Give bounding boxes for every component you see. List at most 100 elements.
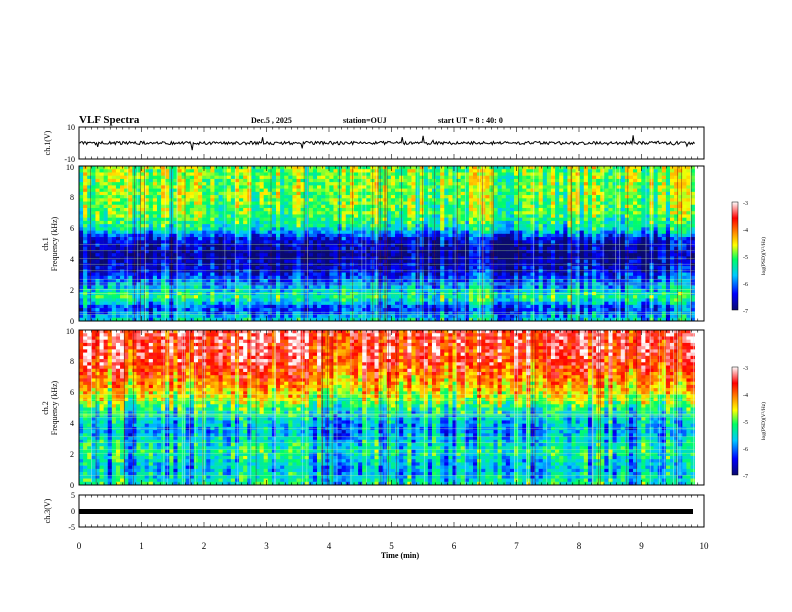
ch1-spec-cell bbox=[403, 185, 408, 189]
ch1-spec-cell bbox=[444, 266, 449, 270]
ch1-spec-cell bbox=[353, 259, 359, 264]
ch1-spec-cell bbox=[407, 182, 412, 186]
ch1-spec-cell bbox=[587, 243, 593, 248]
ch1-spec-cell bbox=[616, 211, 622, 215]
ch1-spec-cell bbox=[91, 246, 96, 251]
ch1-spec-cell bbox=[608, 195, 613, 199]
ch1-spec-cell bbox=[522, 198, 527, 202]
ch1-spec-cell bbox=[538, 178, 544, 183]
ch1-spec-cell bbox=[518, 198, 523, 202]
ch1-spec-cell bbox=[390, 201, 396, 206]
ch1-spec-cell bbox=[304, 249, 310, 254]
ch1-spec-cell bbox=[321, 204, 326, 209]
ch1-spec-cell bbox=[296, 224, 301, 228]
ch1-spec-cell bbox=[345, 246, 351, 251]
ch1-spec-cell bbox=[604, 207, 609, 212]
ch1-spec-cell bbox=[600, 214, 605, 218]
ch1-spec-cell bbox=[99, 217, 104, 222]
ch1-spec-cell bbox=[530, 256, 535, 260]
ch1-spec-cell bbox=[181, 237, 186, 241]
ch1-spec-cell bbox=[120, 172, 125, 176]
ch1-spec-cell bbox=[177, 224, 182, 228]
ch1-spec-cell bbox=[419, 224, 425, 228]
ch1-spec-cell bbox=[124, 259, 129, 264]
ch1-spec-cell bbox=[395, 233, 400, 238]
ch1-spec-cell bbox=[378, 169, 383, 173]
ch1-spec-cell bbox=[276, 220, 281, 225]
ch1-spec-cell bbox=[317, 240, 322, 244]
ch1-spec-cell bbox=[600, 166, 605, 170]
ch1-spec-cell bbox=[329, 169, 334, 173]
ch1-spec-cell bbox=[641, 175, 646, 180]
ch1-spec-cell bbox=[493, 191, 498, 196]
ch1-spec-cell bbox=[468, 253, 474, 257]
ch1-spec-cell bbox=[284, 266, 289, 270]
ch1-spec-cell bbox=[473, 253, 478, 257]
ch1-spec-cell bbox=[115, 191, 121, 196]
ch1-spec-cell bbox=[177, 253, 182, 257]
ch1-spec-cell bbox=[608, 188, 613, 193]
ch1-spec-cell bbox=[645, 227, 650, 231]
ch1-spec-cell bbox=[152, 191, 158, 196]
ch1-spec-cell bbox=[189, 169, 195, 173]
ch1-spec-cell bbox=[366, 269, 371, 273]
ch1-spec-cell bbox=[497, 201, 503, 206]
ch1-spec-cell bbox=[587, 188, 593, 193]
ch1-spec-cell bbox=[140, 175, 145, 180]
ch1-spec-cell bbox=[587, 175, 593, 180]
ch1-spec-cell bbox=[489, 266, 494, 270]
ch1-spec-cell bbox=[284, 256, 289, 260]
ch1-spec-cell bbox=[193, 253, 199, 257]
ch1-spec-cell bbox=[99, 211, 104, 215]
ch1-spec-cell bbox=[579, 198, 585, 202]
ch1-spec-cell bbox=[202, 224, 207, 228]
ch1-spec-cell bbox=[501, 227, 507, 231]
ch1-spec-cell bbox=[140, 269, 145, 273]
ch1-spec-cell bbox=[259, 217, 264, 222]
ch1-spec-cell bbox=[234, 269, 240, 273]
ch1-spec-cell bbox=[583, 253, 589, 257]
ch1-spec-cell bbox=[604, 256, 609, 260]
ch1-spec-cell bbox=[124, 237, 129, 241]
ch1-spec-cell bbox=[505, 266, 511, 270]
ch1-spec-cell bbox=[612, 269, 617, 273]
ch1-spec-cell bbox=[136, 188, 141, 193]
ch1-spec-cell bbox=[530, 182, 535, 186]
ch1-spec-cell bbox=[349, 249, 355, 254]
ch1-spec-cell bbox=[440, 256, 445, 260]
ch1-spec-cell bbox=[189, 195, 195, 199]
ch1-spec-cell bbox=[271, 227, 277, 231]
ch1-spec-cell bbox=[522, 253, 527, 257]
ch1-spec-cell bbox=[358, 259, 363, 264]
ch1-spec-cell bbox=[214, 243, 219, 248]
ch1-spec-cell bbox=[152, 269, 158, 273]
ch1-spec-cell bbox=[464, 243, 470, 248]
ch1-spec-cell bbox=[128, 188, 133, 193]
ch1-spec-cell bbox=[690, 240, 695, 244]
ch1-spec-cell bbox=[440, 237, 445, 241]
ch1-spec-cell bbox=[136, 172, 141, 176]
ch1-spec-cell bbox=[329, 207, 334, 212]
ch1-spec-cell bbox=[325, 259, 330, 264]
ch1-spec-cell bbox=[362, 249, 367, 254]
ch1-spec-cell bbox=[271, 259, 277, 264]
ch1-spec-cell bbox=[665, 266, 671, 270]
ch1-spec-cell bbox=[670, 175, 675, 180]
ch1-spec-cell bbox=[374, 195, 379, 199]
ch1-spec-cell bbox=[661, 253, 667, 257]
ch1-spec-cell bbox=[243, 237, 248, 241]
ch1-spec-cell bbox=[411, 191, 416, 196]
ch1-spec-cell bbox=[559, 201, 564, 206]
ch1-spec-cell bbox=[280, 204, 285, 209]
ch1-spec-cell bbox=[608, 191, 613, 196]
ch1-spec-cell bbox=[345, 191, 351, 196]
ch1-spec-cell bbox=[522, 185, 527, 189]
ch1-spec-cell bbox=[460, 230, 466, 235]
ch1-spec-cell bbox=[670, 188, 675, 193]
ch1-spec-cell bbox=[583, 214, 589, 218]
ch1-spec-cell bbox=[152, 233, 158, 238]
ch1-spec-cell bbox=[300, 240, 306, 244]
ch1-spec-cell bbox=[165, 256, 170, 260]
ch1-spec-cell bbox=[411, 166, 416, 170]
ch1-wave-tick-top: 10 bbox=[67, 123, 75, 132]
